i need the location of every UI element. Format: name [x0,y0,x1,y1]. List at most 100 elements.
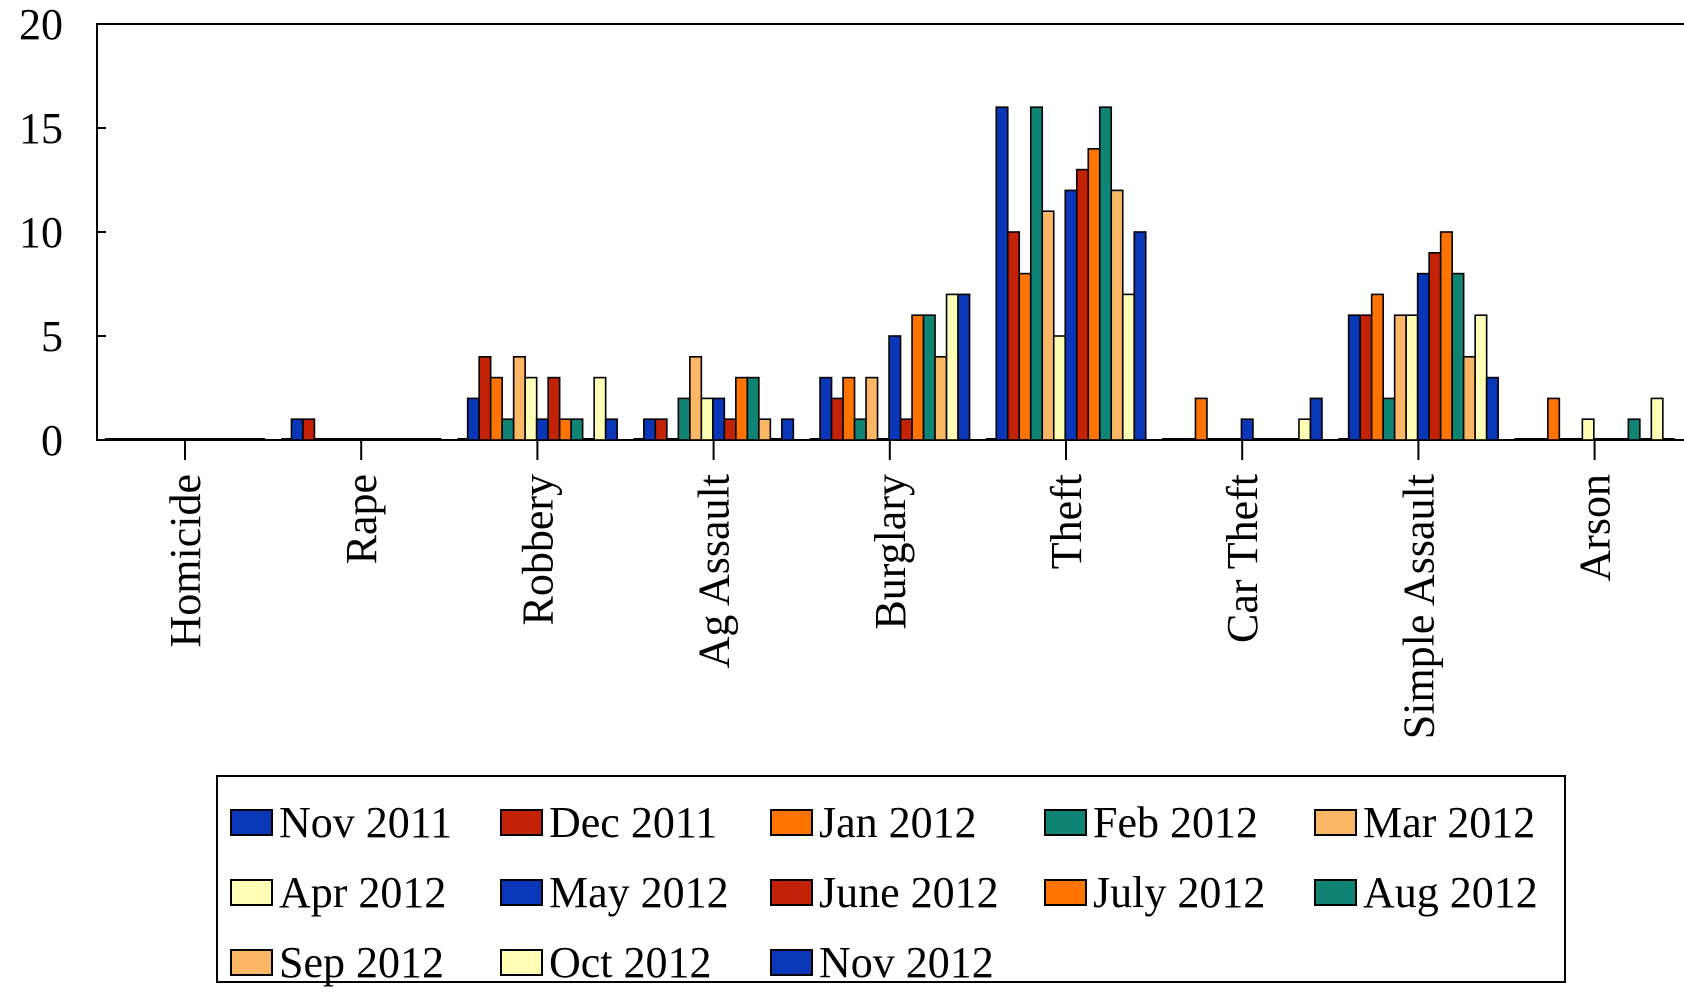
legend-swatch [500,878,543,906]
bar-rape-dec-2011 [302,418,316,441]
legend-swatch [1314,878,1357,906]
legend-item: Jan 2012 [770,787,1044,857]
bar-arson-apr-2012 [1581,418,1595,441]
legend-item: Oct 2012 [500,927,770,997]
legend-swatch [1314,808,1357,836]
bar-car-theft-nov-2012 [1309,397,1323,441]
legend-label: Nov 2012 [819,937,994,987]
legend-label: Jan 2012 [819,797,977,847]
y-tick-label: 15 [19,104,63,153]
bar-simple-assault-june-2012 [1428,252,1442,441]
legend-item: May 2012 [500,857,770,927]
bar-theft-aug-2012 [1098,106,1113,441]
bar-robbery-aug-2012 [570,418,584,441]
bar-ag-assault-june-2012 [723,418,737,441]
x-tick-label: Rape [337,474,386,564]
bar-simple-assault-sep-2012 [1462,355,1476,441]
legend-swatch [770,878,813,906]
x-tick-label: Simple Assault [1394,474,1443,739]
bar-theft-june-2012 [1075,168,1090,441]
legend-swatch [1044,808,1087,836]
legend-swatch [500,948,543,976]
bar-robbery-feb-2012 [501,418,515,441]
bar-theft-sep-2012 [1110,189,1124,441]
y-tick-label: 10 [19,208,63,257]
bar-arson-aug-2012 [1627,418,1641,441]
bar-theft-apr-2012 [1052,335,1067,441]
legend-item: Aug 2012 [1314,857,1576,927]
bar-ag-assault-dec-2011 [654,418,668,441]
bar-robbery-nov-2011 [466,397,480,441]
legend-label: Feb 2012 [1093,797,1258,847]
legend-label: Oct 2012 [549,937,712,987]
bar-burglary-oct-2012 [945,293,959,441]
legend-item: July 2012 [1044,857,1314,927]
legend-item: Sep 2012 [230,927,500,997]
legend-swatch [500,808,543,836]
bar-theft-feb-2012 [1029,106,1044,441]
legend-item: Mar 2012 [1314,787,1576,857]
bar-simple-assault-oct-2012 [1474,314,1488,441]
bar-simple-assault-mar-2012 [1393,314,1407,441]
bar-simple-assault-dec-2011 [1359,314,1373,441]
legend-item: Nov 2012 [770,927,1044,997]
legend-item: Feb 2012 [1044,787,1314,857]
bar-robbery-june-2012 [547,376,561,441]
bar-robbery-july-2012 [558,418,572,441]
bar-burglary-nov-2011 [819,376,833,441]
bar-ag-assault-sep-2012 [758,418,772,441]
bar-burglary-dec-2011 [830,397,844,441]
bar-arson-jan-2012 [1547,397,1561,441]
bar-theft-nov-2011 [995,106,1009,441]
bar-burglary-feb-2012 [853,418,867,441]
bar-theft-mar-2012 [1041,210,1055,441]
bar-robbery-apr-2012 [524,376,538,441]
bar-theft-jan-2012 [1018,272,1032,441]
bar-robbery-dec-2011 [478,355,492,441]
bar-simple-assault-feb-2012 [1382,397,1396,441]
legend-label: May 2012 [549,867,729,917]
legend-label: July 2012 [1093,867,1266,917]
bar-simple-assault-july-2012 [1439,231,1453,441]
x-tick-label: Ag Assault [690,474,739,668]
bar-burglary-june-2012 [899,418,913,441]
legend-swatch [770,808,813,836]
legend-item: Dec 2011 [500,787,770,857]
legend-item: Nov 2011 [230,787,500,857]
bar-burglary-aug-2012 [922,314,936,441]
legend-swatch [1044,878,1087,906]
legend-item: June 2012 [770,857,1044,927]
bar-burglary-july-2012 [911,314,925,441]
bar-burglary-nov-2012 [957,293,971,441]
y-tick-label: 20 [19,0,63,49]
legend-swatch [770,948,813,976]
y-tick-label: 5 [41,312,63,361]
legend-label: Nov 2011 [279,797,453,847]
legend-item: Apr 2012 [230,857,500,927]
bar-ag-assault-apr-2012 [700,397,714,441]
y-tick-label: 0 [41,416,63,465]
bar-car-theft-may-2012 [1240,418,1254,441]
bar-car-theft-oct-2012 [1298,418,1312,441]
legend-swatch [230,808,273,836]
x-tick-label: Theft [1042,474,1091,569]
bar-ag-assault-nov-2012 [781,418,795,441]
legend-label: Mar 2012 [1363,797,1536,847]
bar-burglary-jan-2012 [842,376,856,441]
bar-robbery-nov-2012 [604,418,618,441]
bar-ag-assault-feb-2012 [677,397,691,441]
bar-burglary-sep-2012 [934,355,948,441]
bar-burglary-may-2012 [888,335,902,441]
bar-robbery-oct-2012 [593,376,607,441]
legend-swatch [230,948,273,976]
x-tick-label: Arson [1571,474,1620,582]
bar-car-theft-jan-2012 [1194,397,1208,441]
bar-simple-assault-nov-2011 [1347,314,1361,441]
bar-robbery-jan-2012 [489,376,503,441]
legend-swatch [230,878,273,906]
bar-arson-oct-2012 [1650,397,1664,441]
bar-theft-oct-2012 [1121,293,1136,441]
bar-theft-may-2012 [1064,189,1078,441]
